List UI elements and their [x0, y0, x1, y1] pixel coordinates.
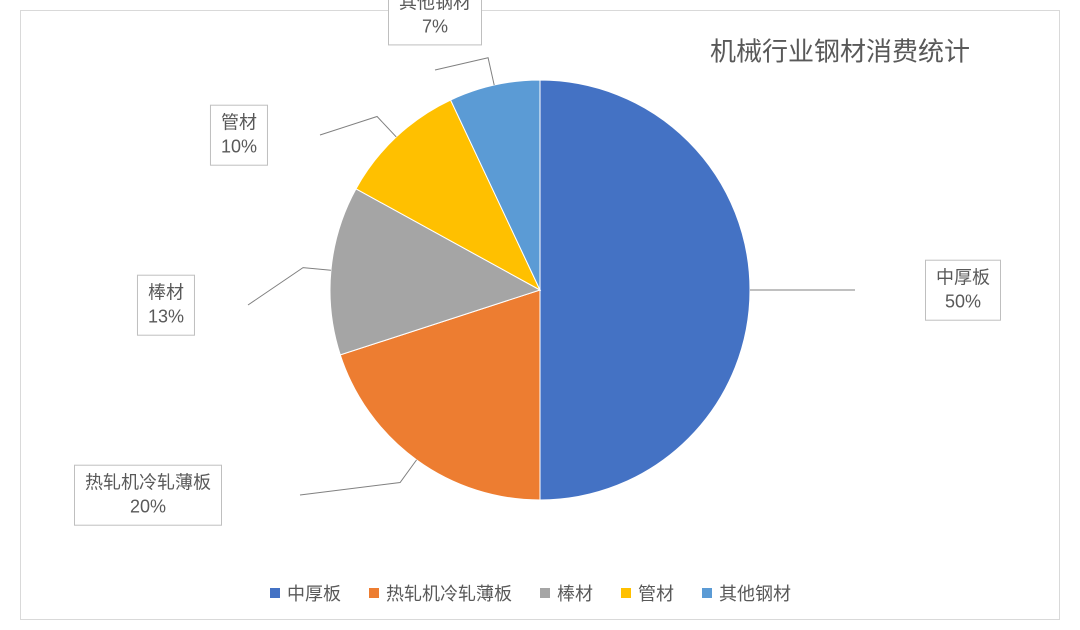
pie-slice — [540, 80, 750, 500]
legend-item: 热轧机冷轧薄板 — [369, 580, 512, 606]
leader-line — [300, 460, 417, 495]
slice-label: 管材10% — [210, 105, 268, 166]
legend-swatch — [369, 588, 379, 598]
leader-line — [435, 58, 494, 85]
legend-swatch — [621, 588, 631, 598]
legend-label: 管材 — [638, 580, 674, 606]
legend-item: 棒材 — [540, 580, 593, 606]
slice-label-name: 热轧机冷轧薄板 — [85, 471, 211, 495]
legend-label: 热轧机冷轧薄板 — [386, 580, 512, 606]
slice-label: 中厚板50% — [925, 260, 1001, 321]
legend-swatch — [270, 588, 280, 598]
slice-label-name: 管材 — [221, 111, 257, 135]
slice-label-percent: 13% — [148, 305, 184, 329]
slice-label: 棒材13% — [137, 275, 195, 336]
legend-item: 其他钢材 — [702, 580, 791, 606]
slice-label-percent: 7% — [399, 15, 471, 39]
legend-swatch — [540, 588, 550, 598]
slice-label-percent: 10% — [221, 135, 257, 159]
legend: 中厚板 热轧机冷轧薄板 棒材 管材 其他钢材 — [270, 580, 791, 606]
legend-label: 棒材 — [557, 580, 593, 606]
legend-label: 其他钢材 — [719, 580, 791, 606]
leader-line — [320, 117, 396, 137]
slice-label-name: 棒材 — [148, 281, 184, 305]
slice-label-percent: 20% — [85, 495, 211, 519]
legend-item: 中厚板 — [270, 580, 341, 606]
legend-label: 中厚板 — [287, 580, 341, 606]
slice-label: 热轧机冷轧薄板20% — [74, 465, 222, 526]
slice-label-percent: 50% — [936, 290, 990, 314]
legend-swatch — [702, 588, 712, 598]
leader-line — [248, 268, 331, 305]
slice-label: 其他钢材7% — [388, 0, 482, 45]
legend-item: 管材 — [621, 580, 674, 606]
slice-label-name: 中厚板 — [936, 266, 990, 290]
slice-label-name: 其他钢材 — [399, 0, 471, 15]
